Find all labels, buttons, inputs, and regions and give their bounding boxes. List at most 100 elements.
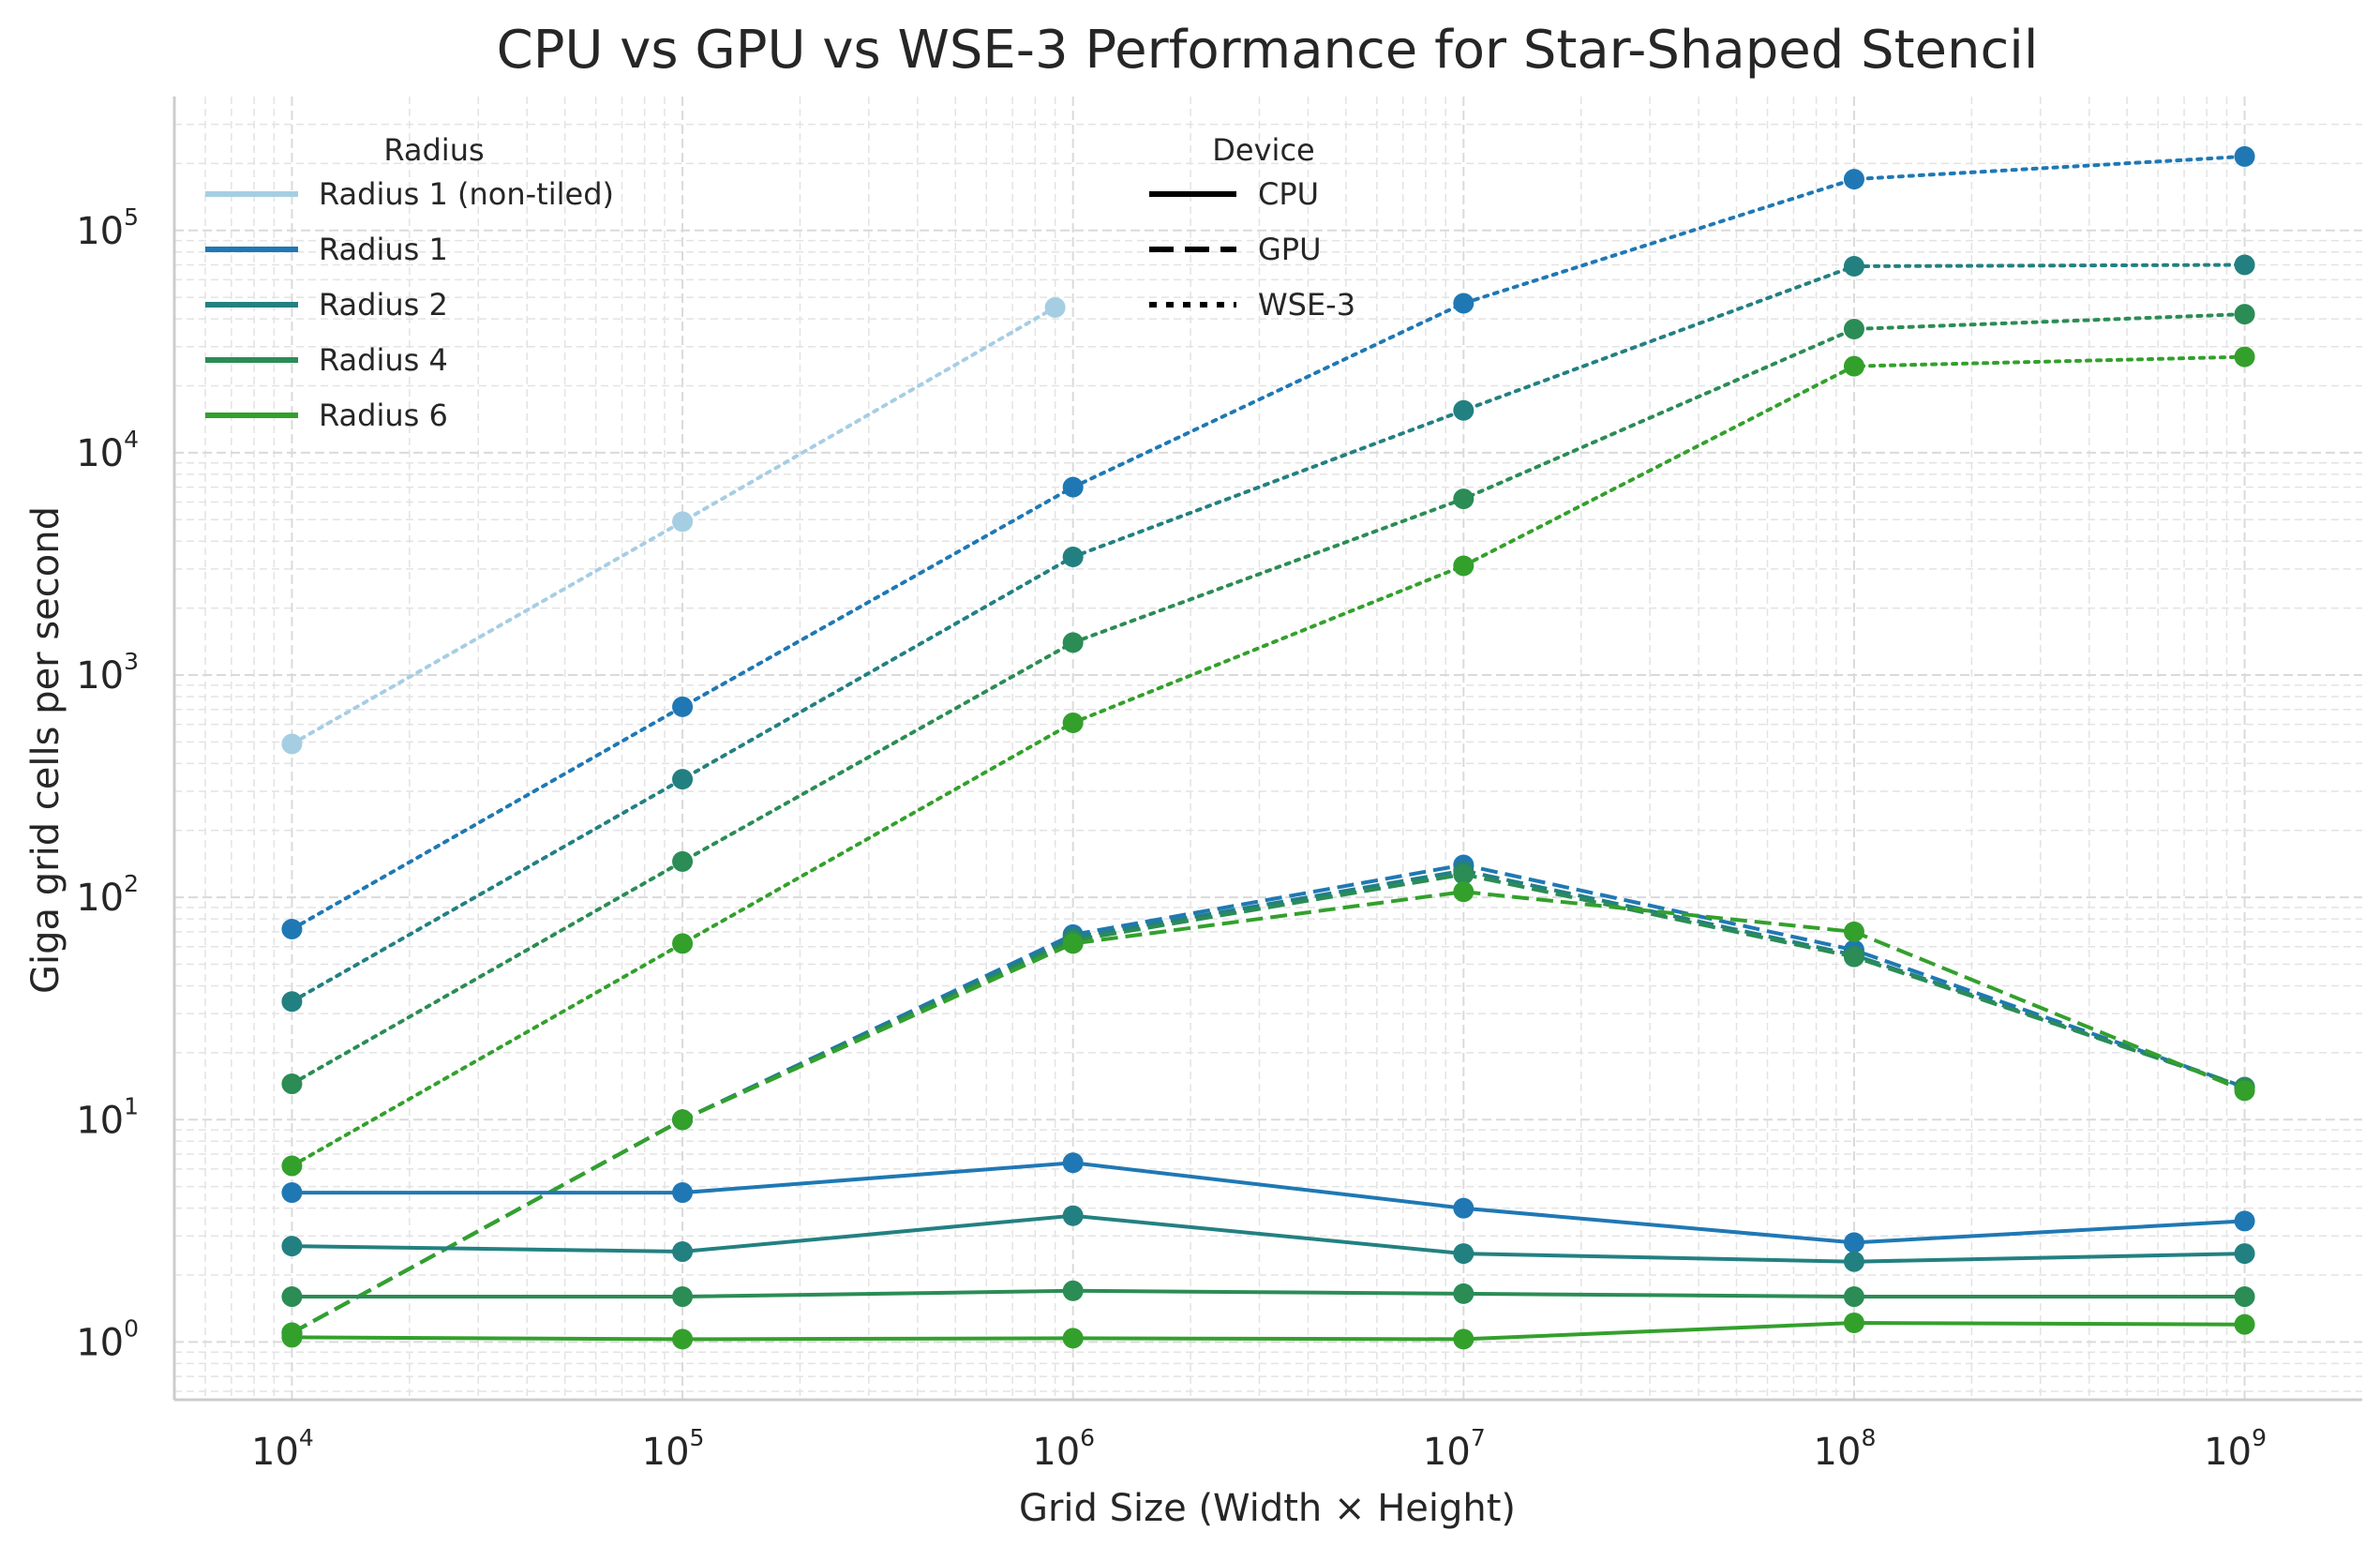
legend-title: Device bbox=[1212, 132, 1314, 168]
legend-entry: Radius 6 bbox=[205, 398, 448, 433]
series-wse-3-radius-6 bbox=[281, 346, 2255, 1177]
series-cpu-radius-4 bbox=[281, 1280, 2255, 1308]
legend-label: Radius 1 bbox=[319, 232, 448, 267]
data-point bbox=[1453, 293, 1474, 314]
series-wse-3-radius-1 bbox=[281, 145, 2255, 939]
data-point bbox=[281, 1286, 303, 1308]
legend-entry: Radius 4 bbox=[205, 342, 448, 378]
data-point bbox=[1062, 1328, 1084, 1349]
data-point bbox=[2234, 346, 2255, 368]
data-point bbox=[2234, 254, 2255, 276]
data-point bbox=[672, 696, 694, 717]
data-point bbox=[1843, 318, 1864, 339]
plot-area bbox=[172, 97, 2362, 1402]
data-point bbox=[1453, 881, 1474, 903]
series-line bbox=[290, 306, 1057, 746]
minor-grid bbox=[174, 97, 2362, 1400]
data-point bbox=[281, 1182, 303, 1204]
data-point bbox=[281, 991, 303, 1013]
y-axis-ticks: 100 101 102 103 104 105 bbox=[76, 203, 139, 1365]
data-point bbox=[1843, 946, 1864, 968]
data-point bbox=[1453, 488, 1474, 510]
major-grid bbox=[174, 97, 2362, 1400]
data-point bbox=[2234, 145, 2255, 167]
data-point bbox=[1453, 1243, 1474, 1265]
data-point bbox=[1062, 1280, 1084, 1301]
series-line bbox=[290, 312, 2247, 1086]
chart-title: CPU vs GPU vs WSE-3 Performance for Star… bbox=[497, 20, 2039, 81]
data-point bbox=[281, 733, 303, 755]
series-line bbox=[290, 354, 2247, 1168]
data-point bbox=[2234, 1080, 2255, 1102]
data-point bbox=[1843, 355, 1864, 377]
y-tick-label: 102 bbox=[76, 870, 139, 920]
data-point bbox=[2234, 1313, 2255, 1335]
x-axis-label: Grid Size (Width × Height) bbox=[1019, 1487, 1516, 1530]
data-point bbox=[2234, 1286, 2255, 1308]
data-point bbox=[1453, 863, 1474, 885]
legend-label: Radius 1 (non-tiled) bbox=[319, 176, 614, 212]
series-layer bbox=[281, 145, 2255, 1350]
series-line bbox=[292, 1161, 2245, 1245]
x-axis-ticks: 104 105 106 107 108 109 bbox=[251, 1424, 2267, 1474]
data-point bbox=[1062, 1152, 1084, 1174]
data-point bbox=[1062, 632, 1084, 653]
y-tick-label: 100 bbox=[76, 1314, 139, 1364]
data-point bbox=[281, 918, 303, 939]
data-point bbox=[672, 1328, 694, 1350]
series-cpu-radius-1 bbox=[281, 1152, 2255, 1253]
legend-label: CPU bbox=[1258, 176, 1319, 212]
x-tick-label: 104 bbox=[251, 1424, 314, 1474]
data-point bbox=[1062, 547, 1084, 568]
data-point bbox=[1062, 476, 1084, 498]
series-cpu-radius-6 bbox=[281, 1312, 2255, 1350]
data-point bbox=[2234, 1210, 2255, 1232]
data-point bbox=[672, 1241, 694, 1263]
legend-label: WSE-3 bbox=[1258, 287, 1355, 323]
x-tick-label: 107 bbox=[1423, 1424, 1486, 1474]
data-point bbox=[1453, 1197, 1474, 1219]
series-line bbox=[290, 154, 2247, 931]
data-point bbox=[1062, 712, 1084, 733]
series-line bbox=[290, 263, 2247, 1004]
legend-label: Radius 6 bbox=[319, 398, 448, 433]
data-point bbox=[1843, 1232, 1864, 1253]
legend-entry: CPU bbox=[1149, 176, 1319, 212]
data-point bbox=[1843, 255, 1864, 277]
y-tick-label: 105 bbox=[76, 203, 139, 253]
legend-device: Device CPU GPU WSE-3 bbox=[1149, 132, 1355, 323]
data-point bbox=[1843, 921, 1864, 942]
data-point bbox=[1843, 169, 1864, 190]
x-tick-label: 106 bbox=[1032, 1424, 1095, 1474]
data-point bbox=[1843, 1251, 1864, 1272]
x-tick-label: 105 bbox=[642, 1424, 705, 1474]
data-point bbox=[1044, 297, 1066, 319]
data-point bbox=[672, 769, 694, 790]
legend-label: GPU bbox=[1258, 232, 1322, 267]
legend-label: Radius 2 bbox=[319, 287, 448, 323]
y-tick-label: 101 bbox=[76, 1092, 139, 1142]
legend-entry: Radius 1 bbox=[205, 232, 448, 267]
y-tick-label: 103 bbox=[76, 648, 139, 698]
legend-entry: GPU bbox=[1149, 232, 1322, 267]
y-tick-label: 104 bbox=[76, 426, 139, 475]
data-point bbox=[1453, 1283, 1474, 1304]
data-point bbox=[672, 933, 694, 954]
data-point bbox=[672, 1109, 694, 1131]
legend-entry: Radius 1 (non-tiled) bbox=[205, 176, 614, 212]
series-wse-3-radius-4 bbox=[281, 304, 2255, 1095]
data-point bbox=[1843, 1286, 1864, 1308]
data-point bbox=[1062, 933, 1084, 954]
legend-radius: Radius Radius 1 (non-tiled) Radius 1 Radius… bbox=[205, 132, 614, 433]
data-point bbox=[1453, 399, 1474, 421]
data-point bbox=[672, 850, 694, 872]
series-line bbox=[292, 1288, 2245, 1298]
data-point bbox=[281, 1327, 303, 1348]
series-line bbox=[292, 1320, 2245, 1342]
series-line bbox=[292, 1213, 2245, 1264]
legend-title: Radius bbox=[383, 132, 484, 168]
legend-label: Radius 4 bbox=[319, 342, 448, 378]
series-cpu-radius-2 bbox=[281, 1205, 2255, 1272]
series-wse-3-radius-1-non-tiled- bbox=[281, 297, 1066, 755]
